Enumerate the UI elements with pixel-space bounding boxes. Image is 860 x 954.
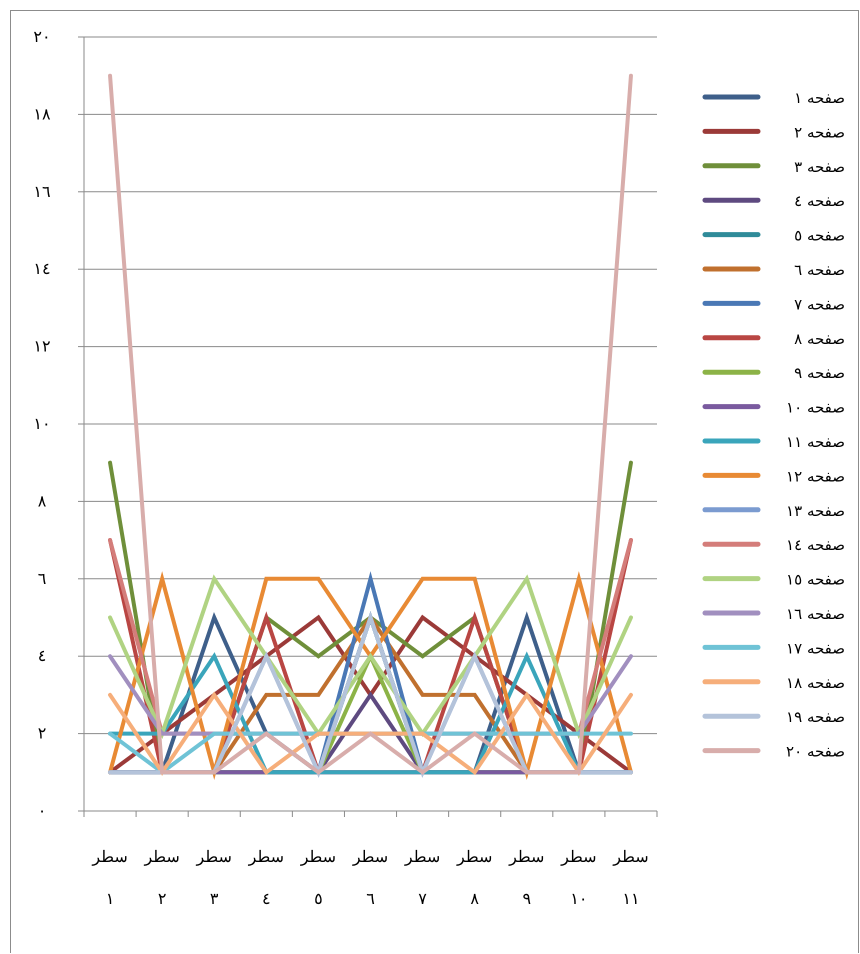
legend-entry: صفحه ١١: [702, 433, 845, 451]
legend-label: صفحه ١٤: [786, 536, 845, 554]
x-tick-number: ٤: [262, 889, 271, 908]
y-tick-label: ٠: [38, 801, 47, 820]
x-tick-number: ٢: [158, 889, 167, 908]
x-tick-label: سطر ٥: [300, 847, 336, 908]
legend-entry: صفحه ٩: [702, 364, 845, 382]
x-tick-label: سطر ٢: [143, 847, 179, 908]
legend-label: صفحه ٢٠: [786, 743, 845, 761]
legend-label: صفحه ١٩: [786, 708, 845, 726]
legend-entry: صفحه ١٠: [702, 399, 845, 417]
x-tick-word: سطر: [404, 847, 440, 866]
y-tick-label: ١٠: [33, 414, 50, 433]
x-tick-word: سطر: [508, 847, 544, 866]
legend-label: صفحه ٨: [794, 330, 845, 348]
series-line-15: [108, 574, 633, 740]
x-tick-number: ٩: [522, 889, 531, 908]
x-tick-number: ٣: [210, 889, 219, 908]
legend-entry: صفحه ٦: [702, 261, 845, 279]
legend-entry: صفحه ١: [702, 89, 845, 107]
legend-entry: صفحه ٧: [702, 295, 845, 313]
legend-label: صفحه ٣: [794, 158, 845, 176]
legend-entry: صفحه ١٩: [702, 708, 845, 726]
x-tick-label: سطر ٨: [456, 847, 492, 908]
legend-label: صفحه ١: [794, 89, 845, 107]
legend-entry: صفحه ١٧: [702, 639, 845, 657]
legend-label: صفحه ١٣: [786, 502, 845, 520]
series-line-17: [108, 731, 633, 775]
x-tick-number: ٥: [314, 889, 323, 908]
x-tick-label: سطر ٧: [404, 847, 440, 908]
axes: [78, 36, 658, 817]
legend-entry: صفحه ٥: [702, 227, 845, 245]
x-tick-number: ١٠: [570, 889, 587, 908]
x-tick-word: سطر: [248, 847, 284, 866]
legend-label: صفحه ١٢: [786, 467, 845, 485]
x-tick-word: سطر: [143, 847, 179, 866]
y-tick-label: ١٦: [33, 182, 50, 201]
legend-label: صفحه ١٦: [786, 605, 845, 623]
y-axis-ticks: ٠ ٢ ٤ ٦ ٨ ١٠ ١٢ ١٤ ١٦ ١٨ ٢٠: [33, 27, 51, 820]
x-tick-label: سطر ٣: [196, 847, 232, 908]
x-tick-number: ٦: [366, 889, 375, 908]
x-tick-word: سطر: [560, 847, 596, 866]
x-tick-word: سطر: [352, 847, 388, 866]
x-tick-word: سطر: [91, 847, 127, 866]
series-line-11: [108, 651, 633, 775]
x-tick-number: ١١: [622, 889, 639, 908]
legend-label: صفحه ١١: [786, 433, 845, 451]
legend-label: صفحه ٥: [794, 227, 845, 245]
legend-entry: صفحه ١٢: [702, 467, 845, 485]
x-tick-word: سطر: [196, 847, 232, 866]
y-tick-label: ١٢: [33, 337, 50, 356]
legend-entry: صفحه ٣: [702, 158, 845, 176]
x-tick-label: سطر ١: [91, 847, 127, 908]
legend: صفحه ١ صفحه ٢ صفحه ٣ صفحه ٤ صفحه ٥ صفحه ٦ صفحه…: [702, 89, 845, 761]
legend-label: صفحه ١٥: [786, 571, 845, 589]
legend-entry: صفحه ١٨: [702, 674, 845, 692]
legend-label: صفحه ٦: [794, 261, 845, 279]
x-tick-label: سطر ٤: [248, 847, 284, 908]
x-tick-label: سطر ١١: [612, 847, 648, 908]
legend-label: صفحه ٧: [794, 295, 845, 313]
x-tick-word: سطر: [456, 847, 492, 866]
x-tick-label: سطر ٦: [352, 847, 388, 908]
x-axis-ticks: سطر ١ سطر ٢ سطر ٣ سطر ٤ سطر ٥ سطر ٦ سطر ٧ سطر ٨ سطر ٩ سطر ١…: [91, 847, 648, 908]
y-tick-label: ٦: [38, 569, 47, 588]
legend-label: صفحه ١٠: [786, 399, 845, 417]
legend-label: صفحه ١٨: [786, 674, 845, 692]
legend-entry: صفحه ٢: [702, 123, 845, 141]
series-line-20: [108, 73, 633, 775]
series-lines: [108, 73, 633, 780]
series-line-14: [108, 538, 633, 736]
y-tick-label: ٢: [38, 724, 47, 743]
x-tick-word: سطر: [612, 847, 648, 866]
legend-label: صفحه ٢: [794, 123, 845, 141]
legend-label: صفحه ٩: [794, 364, 845, 382]
x-tick-number: ٨: [470, 889, 479, 908]
x-tick-number: ٧: [418, 889, 427, 908]
legend-entry: صفحه ١٤: [702, 536, 845, 554]
chart-frame: [10, 10, 859, 953]
y-tick-label: ٢٠: [33, 27, 50, 46]
legend-entry: صفحه ١٣: [702, 502, 845, 520]
legend-entry: صفحه ٢٠: [702, 743, 845, 761]
y-tick-label: ٨: [38, 491, 47, 510]
y-tick-label: ١٨: [33, 104, 51, 123]
legend-entry: صفحه ١٦: [702, 605, 845, 623]
y-tick-label: ١٤: [33, 259, 50, 278]
x-tick-label: سطر ٩: [508, 847, 544, 908]
series-line-12: [108, 571, 633, 780]
gridlines: [84, 36, 657, 735]
x-tick-label: سطر ١٠: [560, 847, 596, 908]
legend-label: صفحه ١٧: [786, 639, 845, 657]
x-tick-number: ١: [106, 889, 115, 908]
y-tick-label: ٤: [38, 646, 47, 665]
legend-entry: صفحه ٤: [702, 192, 845, 210]
legend-label: صفحه ٤: [794, 192, 845, 210]
x-tick-word: سطر: [300, 847, 336, 866]
legend-entry: صفحه ١٥: [702, 571, 845, 589]
legend-entry: صفحه ٨: [702, 330, 845, 348]
